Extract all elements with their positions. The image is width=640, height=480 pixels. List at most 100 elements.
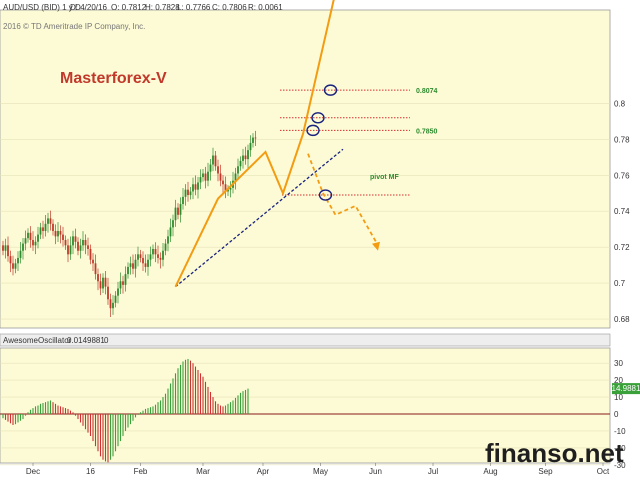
candle-body [12,263,14,269]
osc-tick-label: 30 [614,359,623,368]
candle-body [132,263,134,269]
candle-body [59,230,62,235]
candle-body [167,236,169,244]
candle-body [207,171,209,181]
osc-tick-label: 10 [614,393,623,402]
candle-body [222,180,224,185]
candle-body [124,274,127,285]
candle-body [27,232,29,239]
time-tick-label: Feb [134,467,148,476]
candle-body [67,245,69,255]
candle-body [4,245,7,251]
candle-body [102,277,104,289]
candle-body [72,236,74,246]
time-tick-label: Sep [538,467,553,476]
candle-body [34,241,37,246]
candle-body [162,250,164,260]
candle-body [114,295,117,303]
candle-body [22,243,24,251]
osc-tick-label: -30 [614,461,626,470]
price-tick-label: 0.78 [614,135,630,144]
candle-body [159,257,162,260]
price-tick-label: 0.8 [614,99,626,108]
candle-body [119,281,122,289]
candle-body [184,189,187,197]
brand-watermark: finanso.net [485,438,624,468]
level-marker-circle [306,124,320,137]
level-marker-circle [323,84,338,96]
time-axis: Dec 16 Feb Mar Apr May Jun Jul Aug Sep Oct [26,463,610,476]
candle-body [24,238,27,244]
candle-body [77,241,79,251]
oscillator-header-bar [0,333,611,347]
header-open: O: 0.7812 [111,3,147,12]
candle-body [92,259,94,264]
candle-body [164,243,167,251]
down-arrow-head [372,241,380,251]
candle-body [97,274,99,282]
candle-body [57,230,59,237]
osc-tick-label: 0 [614,410,619,419]
candle-body [17,257,19,264]
candle-body [149,254,152,260]
candle-body [242,155,244,161]
oscillator-histogram [2,358,249,463]
wave-zigzag [174,0,335,288]
time-tick-label: May [313,467,328,476]
oscillator-grid [0,362,610,466]
trend-line [175,148,344,288]
price-level-label: pivot MF [370,174,399,181]
price-grid [0,103,610,320]
candle-body [7,245,9,257]
header-close: C: 0.7806 [212,3,247,12]
candle-body [134,259,137,269]
candle-body [217,166,219,174]
oscillator-current-label: 14.9881 [612,384,640,393]
candle-body [54,230,57,237]
oscillator-panel [0,347,611,464]
copyright-text: 2016 © TD Ameritrade IP Company, Inc. [3,22,145,31]
time-tick-label: Jul [428,467,438,476]
time-tick-label: Jun [369,467,382,476]
candle-body [52,223,54,231]
time-tick-label: Aug [483,467,497,476]
candle-body [74,236,77,242]
header-low: L: 0.7766 [177,3,211,12]
candle-body [224,184,227,192]
candle-body [187,189,189,196]
candle-body [212,155,214,165]
price-levels: 0.8074 0.7850 pivot MF [280,88,438,196]
candle-body [179,204,182,215]
time-tick-label: Apr [257,467,270,476]
candle-body [2,245,4,251]
projection-path [307,153,379,246]
candle-body [182,196,184,205]
candle-body [87,245,89,249]
candle-body [79,245,82,251]
candle-body [19,250,22,258]
candle-body [42,227,44,231]
candle-body [152,248,154,255]
candle-body [229,187,232,190]
time-tick-label: Oct [597,467,610,476]
osc-tick-label: -20 [614,444,626,453]
candle-body [244,155,247,160]
candle-body [37,234,39,242]
candle-body [154,248,157,255]
level-marker-circle [311,112,325,124]
price-level-label: 0.7850 [416,128,438,135]
price-tick-label: 0.74 [614,207,630,216]
candle-body [252,137,254,143]
candle-body [9,256,12,264]
candle-body [39,227,42,235]
candle-body [169,227,172,237]
oscillator-axis: 30 20 10 0 -10 -20 -30 [614,359,626,470]
oscillator-name: AwesomeOscillator [3,336,72,345]
osc-tick-label: -10 [614,427,626,436]
header-high: H: 0.7828 [145,3,180,12]
time-tick-label: 16 [86,467,95,476]
candle-body [69,245,72,255]
candle-body [107,286,109,300]
candle-body [82,239,84,246]
candle-body [194,184,197,190]
